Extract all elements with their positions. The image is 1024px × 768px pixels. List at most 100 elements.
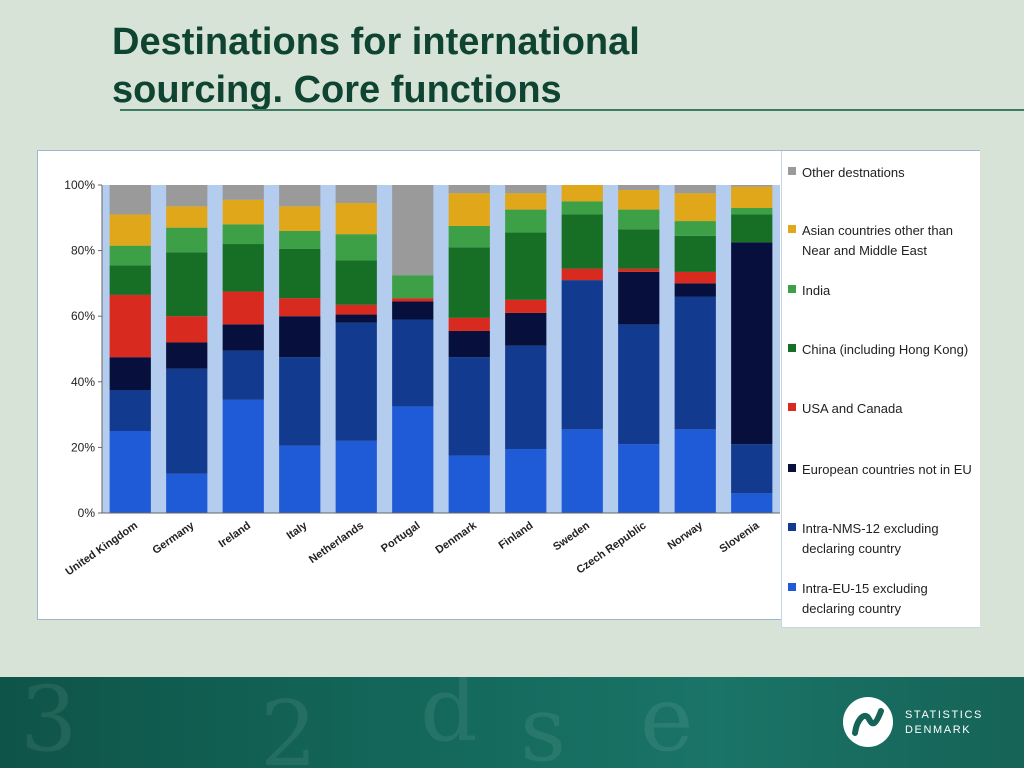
bar-segment <box>109 390 151 431</box>
bar-segment <box>731 242 773 445</box>
bar-segment <box>618 268 660 272</box>
y-tick-label: 40% <box>71 375 95 389</box>
bar-segment <box>505 299 547 313</box>
chart-legend: Other destnations Asian countries other t… <box>781 151 980 628</box>
bar-segment <box>448 330 490 358</box>
legend-swatch <box>788 167 796 175</box>
bar-segment <box>335 304 377 315</box>
bar-segment <box>731 186 773 208</box>
bar-segment <box>335 314 377 323</box>
bar-segment <box>279 445 321 513</box>
bar-segment <box>222 199 264 225</box>
legend-label: Other destnations <box>802 165 905 180</box>
bar-segment <box>166 185 208 207</box>
bar-segment <box>618 271 660 325</box>
legend-label: Intra-EU-15 excluding declaring country <box>802 581 928 616</box>
bar-segment <box>222 244 264 292</box>
brand-line-1: STATISTICS <box>905 709 983 721</box>
x-category-label: Finland <box>497 520 536 552</box>
bar-segment <box>505 185 547 194</box>
footer-decoration: s <box>520 677 567 768</box>
bar-segment <box>279 316 321 358</box>
bar-segment <box>109 265 151 295</box>
bar-segment <box>618 209 660 230</box>
bar-segment <box>279 248 321 299</box>
bar-segment <box>279 230 321 249</box>
brand-name: STATISTICS DENMARK <box>905 708 983 738</box>
bar-segment <box>392 406 434 513</box>
bar-segment <box>279 298 321 317</box>
x-category-label: Italy <box>285 519 311 542</box>
bar-segment <box>109 214 151 246</box>
bar-segment <box>222 224 264 245</box>
legend-label: European countries not in EU <box>802 462 972 477</box>
bar-segment <box>335 260 377 305</box>
bar-segment <box>674 185 716 194</box>
bar-segment <box>222 350 264 400</box>
y-tick-label: 20% <box>71 440 95 454</box>
bar-segment <box>448 455 490 513</box>
legend-swatch <box>788 464 796 472</box>
bar-segment <box>561 214 603 269</box>
bar-segment <box>618 324 660 445</box>
bar-segment <box>448 357 490 456</box>
bar-segment <box>279 206 321 231</box>
bar-segment <box>505 345 547 450</box>
bar-segment <box>505 209 547 233</box>
stacked-bar-chart: 0% 20% 40% 60% 80% 100% United Kingdom Germany I… <box>64 178 780 579</box>
bar-segment <box>166 342 208 369</box>
x-category-label: Netherlands <box>307 520 366 566</box>
bar-segment <box>561 201 603 215</box>
bar-segment <box>222 291 264 325</box>
legend-label: Asian countries other than Near and Midd… <box>802 223 954 258</box>
bar-segment <box>166 368 208 474</box>
bar-segment <box>109 245 151 266</box>
bar-segment <box>731 214 773 243</box>
brand-line-2: DENMARK <box>905 724 972 736</box>
bar-segment <box>392 298 434 302</box>
bar-segment <box>505 449 547 513</box>
bar-segment <box>392 185 434 276</box>
bar-segment <box>561 429 603 513</box>
legend-swatch <box>788 344 796 352</box>
footer-decoration: d <box>420 677 478 762</box>
bar-segment <box>561 185 603 202</box>
chart-panel: 0% 20% 40% 60% 80% 100% United Kingdom Germany I… <box>37 150 980 628</box>
legend-swatch <box>788 225 796 233</box>
bar-segment <box>109 357 151 390</box>
bar-segment <box>731 185 773 187</box>
bar-segment <box>448 226 490 248</box>
bar-segment <box>166 316 208 343</box>
bar-segment <box>731 207 773 215</box>
bar-segment <box>674 193 716 222</box>
title-line-1: Destinations for international <box>112 21 640 63</box>
bar-segment <box>505 232 547 300</box>
legend-swatch <box>788 523 796 531</box>
x-category-label: United Kingdom <box>64 520 141 579</box>
bar-segment <box>392 301 434 320</box>
bar-segment <box>335 234 377 261</box>
bar-segment <box>505 193 547 210</box>
title-underline <box>120 109 1024 111</box>
y-tick-label: 0% <box>78 506 96 520</box>
y-tick-label: 60% <box>71 309 95 323</box>
bar-segment <box>109 185 151 215</box>
bar-segment <box>448 185 490 194</box>
bar-segment <box>279 185 321 207</box>
bar-segment <box>222 185 264 200</box>
bar-segment <box>505 312 547 346</box>
footer-decoration: e <box>640 677 694 768</box>
bar-segment <box>618 185 660 190</box>
y-tick-label: 100% <box>64 178 95 192</box>
slide-title: Destinations for international sourcing.… <box>112 18 812 114</box>
bar-segment <box>166 206 208 228</box>
x-category-label: Germany <box>151 519 198 557</box>
legend-swatch <box>788 583 796 591</box>
footer-decoration: 3 <box>20 677 78 768</box>
bar-segment <box>618 444 660 513</box>
bar-segment <box>279 357 321 446</box>
legend-label: USA and Canada <box>802 401 903 416</box>
bar-segment <box>392 319 434 407</box>
x-category-label: Norway <box>666 519 706 552</box>
bar-segment <box>335 185 377 204</box>
